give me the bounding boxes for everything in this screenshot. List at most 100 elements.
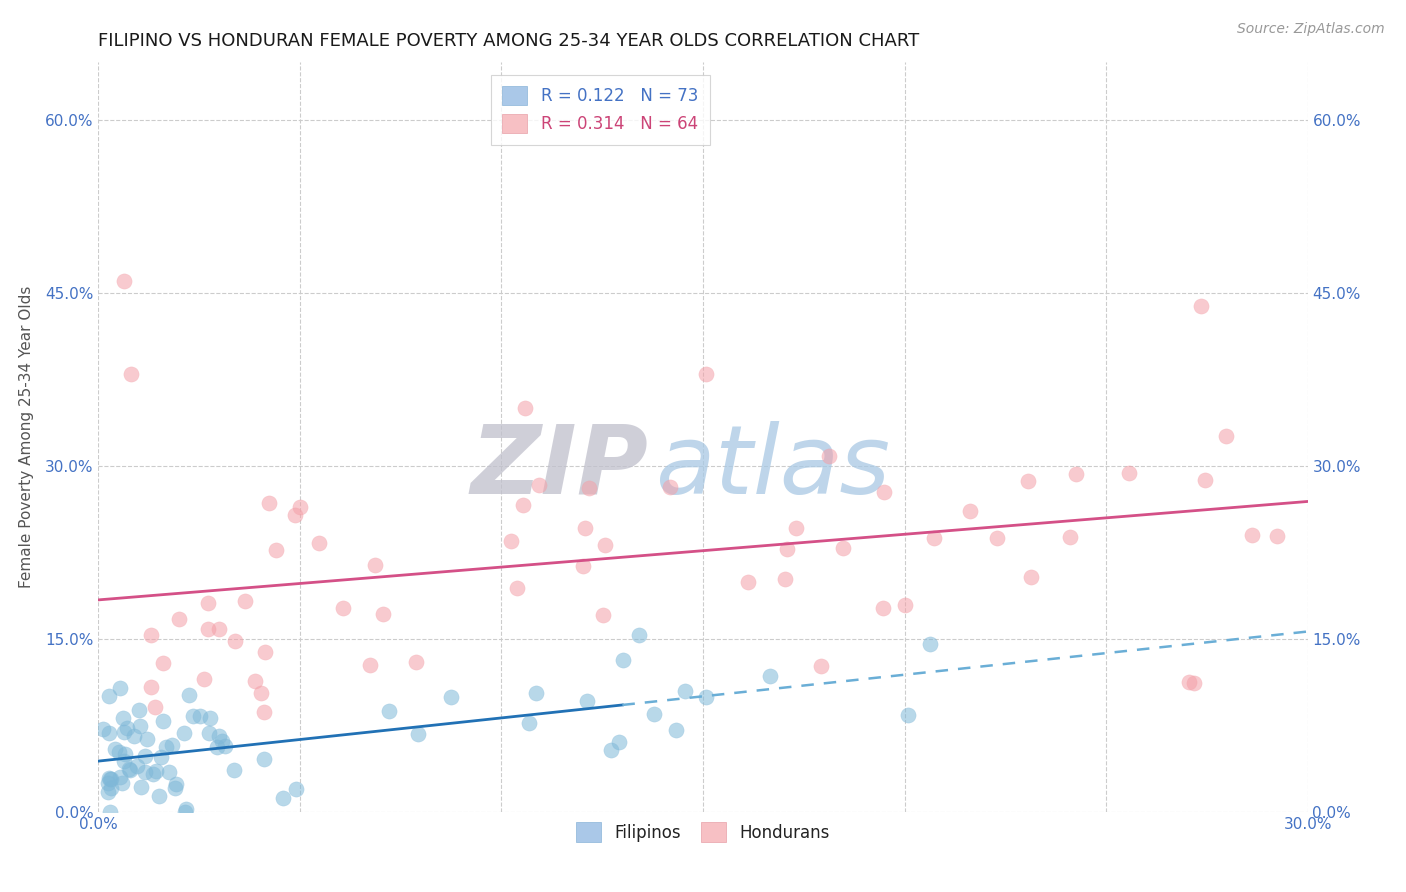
Point: [515, 401, 537, 416]
Point: [308, 536, 330, 550]
Point: [1066, 467, 1088, 482]
Point: [1021, 570, 1043, 584]
Point: [167, 612, 190, 626]
Point: [872, 601, 894, 615]
Point: [599, 742, 621, 756]
Point: [208, 730, 231, 744]
Point: [108, 771, 131, 785]
Point: [143, 700, 166, 714]
Point: [501, 533, 523, 548]
Point: [512, 498, 534, 512]
Point: [1194, 473, 1216, 487]
Point: [152, 656, 174, 670]
Point: [576, 694, 599, 708]
Text: atlas: atlas: [655, 420, 890, 514]
Point: [758, 669, 780, 683]
Point: [592, 608, 614, 623]
Point: [224, 763, 246, 777]
Text: ZIP: ZIP: [471, 420, 648, 514]
Point: [595, 538, 617, 552]
Point: [810, 658, 832, 673]
Point: [177, 688, 200, 702]
Point: [122, 729, 145, 743]
Point: [1215, 428, 1237, 442]
Point: [152, 714, 174, 728]
Point: [198, 711, 221, 725]
Point: [873, 485, 896, 500]
Point: [243, 674, 266, 689]
Point: [125, 759, 148, 773]
Point: [529, 478, 551, 492]
Point: [112, 754, 135, 768]
Point: [114, 747, 136, 762]
Point: [1240, 528, 1263, 542]
Point: [285, 782, 308, 797]
Point: [97, 785, 120, 799]
Point: [174, 802, 197, 816]
Point: [129, 718, 152, 732]
Text: FILIPINO VS HONDURAN FEMALE POVERTY AMONG 25-34 YEAR OLDS CORRELATION CHART: FILIPINO VS HONDURAN FEMALE POVERTY AMON…: [98, 32, 920, 50]
Point: [197, 622, 219, 636]
Point: [524, 686, 547, 700]
Point: [440, 690, 463, 704]
Point: [165, 777, 187, 791]
Point: [897, 708, 920, 723]
Point: [673, 684, 696, 698]
Point: [378, 704, 401, 718]
Point: [108, 745, 131, 759]
Point: [519, 716, 541, 731]
Point: [574, 521, 596, 535]
Point: [832, 541, 855, 555]
Point: [173, 805, 195, 819]
Point: [100, 780, 122, 795]
Point: [918, 637, 941, 651]
Point: [406, 727, 429, 741]
Point: [695, 367, 717, 381]
Point: [157, 765, 180, 780]
Point: [98, 805, 121, 819]
Point: [91, 722, 114, 736]
Point: [112, 275, 135, 289]
Point: [264, 543, 287, 558]
Point: [288, 500, 311, 514]
Point: [150, 750, 173, 764]
Point: [1118, 466, 1140, 480]
Point: [253, 705, 276, 719]
Point: [183, 709, 205, 723]
Point: [627, 628, 650, 642]
Point: [129, 780, 152, 794]
Text: Source: ZipAtlas.com: Source: ZipAtlas.com: [1237, 22, 1385, 37]
Point: [155, 739, 177, 754]
Point: [139, 628, 162, 642]
Point: [111, 711, 134, 725]
Point: [922, 531, 945, 545]
Point: [160, 738, 183, 752]
Point: [136, 732, 159, 747]
Y-axis label: Female Poverty Among 25-34 Year Olds: Female Poverty Among 25-34 Year Olds: [18, 286, 34, 588]
Point: [1189, 299, 1212, 313]
Point: [959, 503, 981, 517]
Point: [98, 772, 121, 786]
Point: [118, 762, 141, 776]
Point: [607, 735, 630, 749]
Point: [163, 780, 186, 795]
Point: [128, 703, 150, 717]
Point: [1182, 675, 1205, 690]
Point: [193, 672, 215, 686]
Point: [112, 725, 135, 739]
Point: [98, 726, 121, 740]
Point: [211, 734, 233, 748]
Point: [737, 575, 759, 590]
Point: [1059, 530, 1081, 544]
Point: [506, 581, 529, 595]
Point: [695, 690, 717, 704]
Point: [139, 680, 162, 694]
Point: [97, 776, 120, 790]
Point: [253, 752, 276, 766]
Point: [214, 739, 236, 753]
Point: [817, 449, 839, 463]
Point: [111, 775, 134, 789]
Point: [776, 542, 799, 557]
Point: [1017, 475, 1039, 489]
Point: [120, 763, 142, 777]
